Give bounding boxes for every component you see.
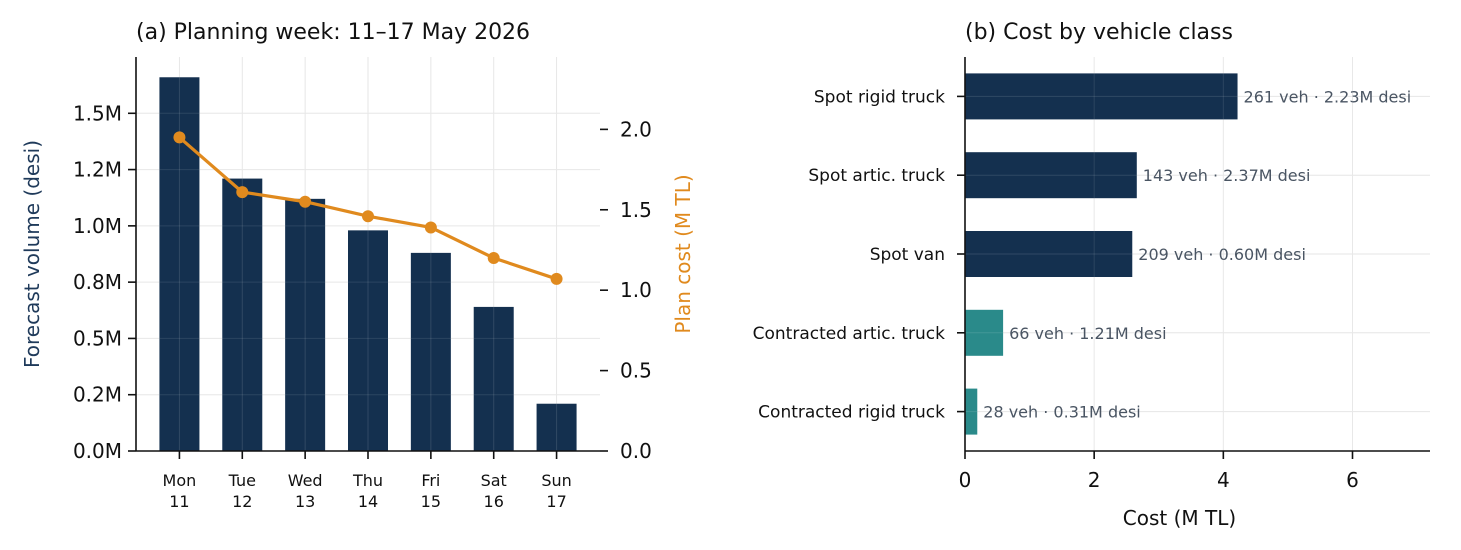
a-ytick-label: 1.0M [73, 214, 122, 238]
b-ytick-label: Spot rigid truck [814, 87, 945, 107]
b-bar-cost [965, 309, 1004, 356]
a-ytick-right-label: 0.0 [620, 439, 652, 463]
a-xtick-label-day: Wed [288, 471, 323, 490]
a-cost-point [362, 210, 374, 223]
a-xtick-label-date: 14 [358, 492, 378, 511]
b-xtick-label: 6 [1346, 468, 1359, 492]
a-xtick-label-date: 16 [484, 492, 504, 511]
b-ytick-label: Spot artic. truck [808, 166, 945, 186]
a-ytick-right-label: 1.0 [620, 278, 652, 302]
a-bar-volume [473, 306, 514, 451]
a-ytick-label: 0.0M [73, 439, 122, 463]
a-cost-point [550, 272, 563, 285]
a-cost-point [487, 252, 500, 265]
b-bar-annotation: 209 veh · 0.60M desi [1138, 245, 1306, 264]
b-ytick-label: Contracted rigid truck [758, 403, 945, 423]
b-xtick-label: 0 [959, 468, 972, 492]
a-bar-volume [285, 198, 326, 451]
a-xtick-label-day: Sun [541, 471, 571, 490]
a-xtick-label-date: 15 [421, 492, 441, 511]
b-bar-annotation: 261 veh · 2.23M desi [1244, 87, 1412, 106]
a-xtick-label-day: Mon [163, 471, 197, 490]
a-ytick-right-label: 2.0 [620, 117, 652, 141]
a-xtick-label-date: 13 [295, 492, 315, 511]
b-bar-annotation: 143 veh · 2.37M desi [1143, 166, 1311, 185]
a-ytick-label: 0.5M [73, 326, 122, 350]
b-ytick-label: Contracted artic. truck [753, 324, 946, 344]
a-xtick-label-date: 17 [546, 492, 566, 511]
a-xtick-label-day: Fri [421, 471, 440, 490]
b-bar-annotation: 66 veh · 1.21M desi [1009, 324, 1166, 343]
chart-planning-week: (a) Planning week: 11–17 May 2026 0.0M 0.… [20, 20, 695, 511]
b-xtick-label: 4 [1217, 468, 1230, 492]
a-ytick-label: 0.8M [73, 270, 122, 294]
a-cost-point [424, 221, 437, 234]
b-bar-cost [965, 388, 978, 435]
b-bar-cost [965, 152, 1137, 199]
a-xtick-label-day: Thu [352, 471, 383, 490]
a-ytick-right-label: 1.5 [620, 198, 652, 222]
a-ytick-label: 1.5M [73, 101, 122, 125]
a-xtick-label-day: Sat [481, 471, 507, 490]
chart-a-ylabel-right: Plan cost (M TL) [671, 174, 695, 333]
b-xtick-label: 2 [1088, 468, 1101, 492]
a-xtick-label-date: 12 [232, 492, 252, 511]
a-cost-point [173, 131, 186, 144]
a-ytick-label: 0.2M [73, 383, 122, 407]
b-bar-cost [965, 73, 1238, 120]
a-ytick-right-label: 0.5 [620, 359, 652, 383]
chart-a-title: (a) Planning week: 11–17 May 2026 [136, 20, 530, 45]
a-bar-volume [222, 178, 263, 451]
chart-a-ylabel: Forecast volume (desi) [20, 140, 44, 368]
b-bar-cost [965, 231, 1133, 277]
a-bar-volume [410, 252, 451, 451]
a-xtick-label-date: 11 [169, 492, 189, 511]
a-xtick-label-day: Tue [228, 471, 256, 490]
a-cost-point [299, 195, 312, 208]
a-cost-point [236, 186, 249, 199]
a-ytick-label: 1.2M [73, 158, 122, 182]
b-ytick-label: Spot van [870, 245, 945, 265]
a-bar-volume [536, 403, 577, 451]
chart-b-title: (b) Cost by vehicle class [965, 20, 1233, 45]
b-bar-annotation: 28 veh · 0.31M desi [983, 403, 1140, 422]
chart-b-xlabel: Cost (M TL) [1123, 506, 1236, 530]
a-bar-volume [348, 230, 388, 451]
